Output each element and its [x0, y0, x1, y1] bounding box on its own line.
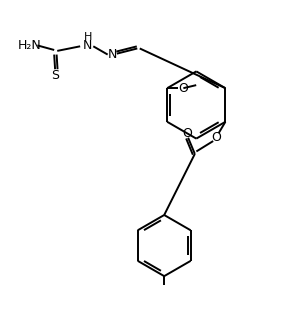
Text: H: H	[84, 32, 92, 42]
Text: O: O	[211, 131, 221, 144]
Text: S: S	[51, 69, 59, 83]
Text: H₂N: H₂N	[17, 39, 41, 52]
Text: N: N	[107, 48, 117, 61]
Text: O: O	[178, 82, 188, 95]
Text: O: O	[182, 127, 192, 140]
Text: N: N	[83, 39, 92, 52]
